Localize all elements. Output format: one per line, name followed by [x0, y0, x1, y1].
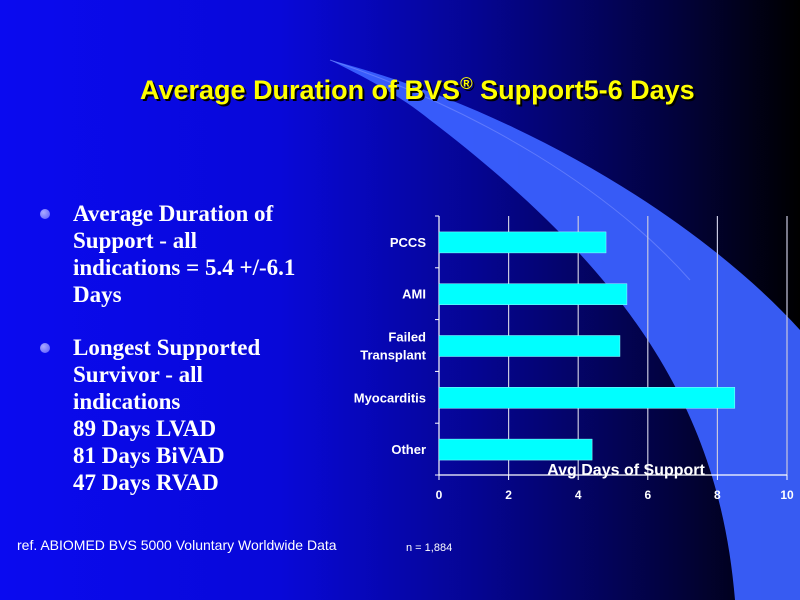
bar-ami — [438, 283, 628, 305]
bullet-line: Support - all — [73, 228, 197, 253]
bar-other — [438, 438, 593, 461]
category-label: Other — [391, 442, 426, 457]
bar-pccs — [438, 231, 607, 254]
category-label: Transplant — [360, 348, 426, 363]
bullet-line: indications = 5.4 +/-6.1 — [73, 255, 296, 280]
bullet-dot-icon — [40, 209, 50, 219]
x-tick-label: 6 — [644, 488, 651, 502]
bullet-longest-survivor: Longest Supported Survivor - all indicat… — [40, 334, 340, 496]
x-axis-title: Avg Days of Support — [547, 462, 705, 479]
category-label: PCCS — [390, 235, 426, 250]
bullet-average-duration: Average Duration of Support - all indica… — [40, 200, 340, 308]
bullet-line: Survivor - all — [73, 362, 203, 387]
x-tick-label: 2 — [505, 488, 512, 502]
bullet-dot-icon — [40, 343, 50, 353]
sample-size: n = 1,884 — [406, 542, 453, 554]
bullet-line: Longest Supported — [73, 335, 261, 360]
category-label: Failed — [388, 330, 426, 345]
bullet-line: Average Duration of — [73, 201, 274, 226]
slide-title: Average Duration of BVS® Support5-6 Days — [140, 74, 695, 105]
bullet-line: Days — [73, 282, 122, 307]
x-tick-label: 10 — [780, 488, 794, 502]
bullet-line: 81 Days BiVAD — [73, 443, 225, 468]
bar-failed-transplant — [438, 335, 621, 357]
bullet-line: 89 Days LVAD — [73, 416, 217, 441]
bullet-line: indications — [73, 389, 181, 414]
bullet-list: Average Duration of Support - all indica… — [40, 200, 340, 522]
reference-note: ref. ABIOMED BVS 5000 Voluntary Worldwid… — [17, 537, 337, 553]
x-tick-label: 4 — [575, 488, 582, 502]
bar-myocarditis — [438, 387, 736, 409]
category-label: AMI — [402, 287, 426, 302]
bullet-line: 47 Days RVAD — [73, 470, 219, 495]
x-tick-label: 0 — [436, 488, 443, 502]
category-label: Myocarditis — [354, 390, 426, 405]
x-tick-label: 8 — [714, 488, 721, 502]
